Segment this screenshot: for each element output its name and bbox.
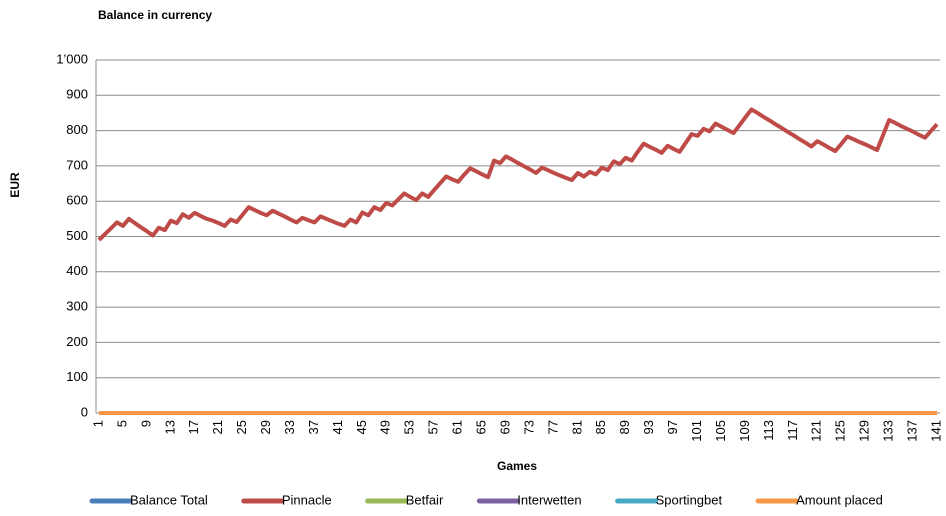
x-tick-label: 117	[785, 420, 800, 441]
x-tick-label: 121	[809, 420, 824, 442]
x-tick-label: 101	[689, 420, 704, 442]
y-tick-label: 0	[81, 404, 88, 419]
y-tick-label: 900	[66, 87, 88, 102]
x-tick-label: 29	[258, 420, 273, 434]
y-axis-title: EUR	[8, 172, 22, 198]
x-tick-label: 61	[450, 420, 465, 434]
x-tick-label: 141	[928, 420, 943, 442]
y-tick-label: 100	[66, 369, 88, 384]
x-tick-label: 57	[426, 420, 441, 434]
x-tick-label: 13	[162, 420, 177, 434]
x-tick-label: 25	[234, 420, 249, 434]
x-tick-label: 77	[545, 420, 560, 434]
y-tick-label: 1’000	[56, 51, 88, 66]
x-tick-label: 129	[857, 420, 872, 442]
x-tick-label: 125	[833, 420, 848, 442]
legend-label: Balance Total	[130, 492, 208, 507]
x-tick-label: 89	[617, 420, 632, 434]
x-tick-label: 21	[210, 420, 225, 434]
x-tick-label: 49	[378, 420, 393, 434]
legend-label: Pinnacle	[282, 492, 332, 507]
legend-label: Betfair	[406, 492, 444, 507]
x-tick-label: 45	[354, 420, 369, 434]
x-tick-label: 65	[474, 420, 489, 434]
x-tick-label: 97	[665, 420, 680, 434]
legend-label: Amount placed	[796, 492, 883, 507]
x-tick-label: 133	[881, 420, 896, 442]
series-line	[97, 107, 939, 242]
y-tick-label: 500	[66, 228, 88, 243]
x-tick-label: 137	[905, 420, 920, 442]
x-tick-label: 17	[186, 420, 201, 434]
x-tick-label: 9	[138, 420, 153, 427]
x-tick-label: 105	[713, 420, 728, 442]
x-tick-label: 33	[282, 420, 297, 434]
y-tick-label: 300	[66, 299, 88, 314]
x-tick-label: 5	[114, 420, 129, 427]
x-tick-label: 69	[497, 420, 512, 434]
x-axis-title: Games	[497, 459, 537, 473]
x-tick-label: 81	[569, 420, 584, 434]
legend-label: Interwetten	[517, 492, 581, 507]
y-tick-label: 200	[66, 334, 88, 349]
x-tick-label: 41	[330, 420, 345, 434]
chart-title: Balance in currency	[98, 8, 212, 22]
y-tick-label: 700	[66, 157, 88, 172]
y-tick-label: 400	[66, 263, 88, 278]
x-tick-label: 93	[641, 420, 656, 434]
x-tick-label: 73	[521, 420, 536, 434]
x-tick-label: 109	[737, 420, 752, 442]
y-tick-label: 600	[66, 193, 88, 208]
x-tick-label: 37	[306, 420, 321, 434]
y-tick-label: 800	[66, 122, 88, 137]
legend-label: Sportingbet	[656, 492, 723, 507]
x-tick-label: 1	[90, 420, 105, 427]
x-tick-label: 113	[761, 420, 776, 441]
x-tick-label: 53	[402, 420, 417, 434]
x-tick-label: 85	[593, 420, 608, 434]
